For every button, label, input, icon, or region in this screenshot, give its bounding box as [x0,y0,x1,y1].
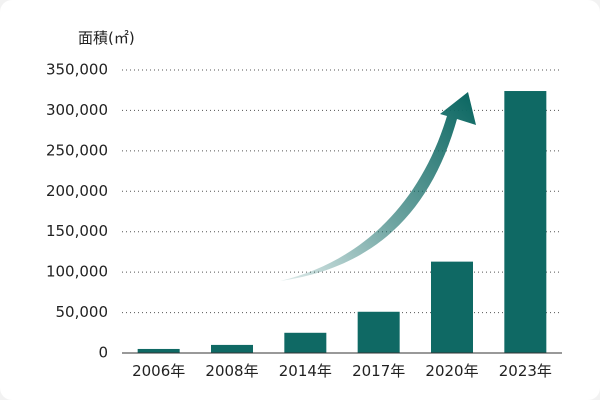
grid-lines [122,69,562,314]
bar [504,91,547,353]
x-tick-label: 2006年 [132,362,185,380]
y-axis-label: 面積(㎡) [78,29,135,47]
bar [284,332,327,353]
bar [357,311,400,353]
y-tick-labels: 0 50,000 100,000 150,000 200,000 250,000 300,0… [46,61,108,362]
bar [137,348,180,353]
x-tick-label: 2008年 [205,362,258,380]
x-tick-label: 2020年 [425,362,478,380]
bars [137,91,547,353]
y-tick-label: 200,000 [46,182,108,200]
y-tick-label: 50,000 [56,303,109,321]
trend-arrow [280,92,476,281]
y-tick-label: 250,000 [46,141,108,159]
x-tick-labels: 2006年 2008年 2014年 2017年 2020年 2023年 [132,362,552,380]
y-tick-label: 300,000 [46,101,108,119]
bar [431,261,473,353]
x-tick-label: 2023年 [499,362,552,380]
bar [211,344,253,353]
y-tick-label: 100,000 [46,263,108,281]
y-tick-label: 350,000 [46,61,108,79]
y-tick-label: 150,000 [46,222,108,240]
x-tick-label: 2014年 [279,362,332,380]
x-tick-label: 2017年 [352,362,405,380]
y-tick-label: 0 [98,344,108,362]
